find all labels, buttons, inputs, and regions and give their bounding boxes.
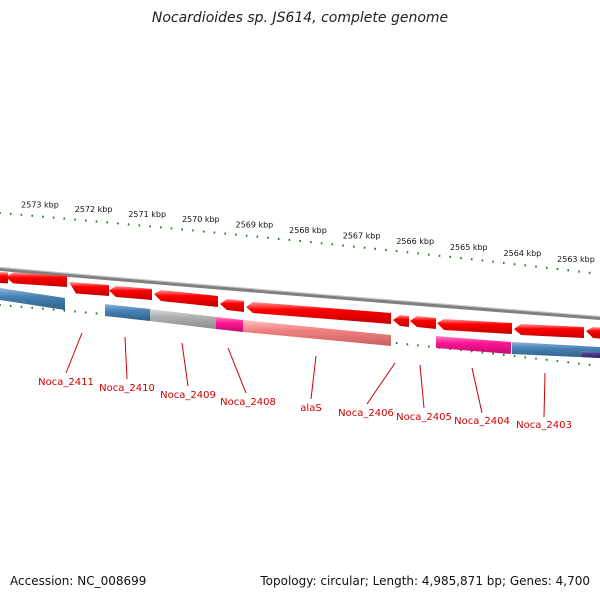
leader-line xyxy=(65,332,83,374)
scale-label: 2563 kbp xyxy=(557,255,595,264)
feature-block-magenta[interactable] xyxy=(436,336,511,354)
gene-arrow[interactable] xyxy=(69,282,109,296)
scale-labels: 2573 kbp 2572 kbp 2571 kbp 2570 kbp 2569 kbp… xyxy=(21,200,595,264)
gene-label-noca-2403[interactable]: Noca_2403 xyxy=(516,420,572,431)
leader-line xyxy=(310,355,317,400)
scale-label: 2569 kbp xyxy=(236,220,274,229)
scale-ticks xyxy=(0,212,591,274)
feature-block-pink[interactable] xyxy=(243,320,391,346)
gene-arrow[interactable] xyxy=(586,327,600,339)
gene-label-noca-2409[interactable]: Noca_2409 xyxy=(160,390,216,401)
leader-line xyxy=(419,364,425,409)
gene-label-noca-2411[interactable]: Noca_2411 xyxy=(38,377,94,388)
gene-label-noca-2408[interactable]: Noca_2408 xyxy=(220,397,276,408)
scale-label: 2568 kbp xyxy=(289,226,327,235)
genome-title: Nocardioides sp. JS614, complete genome xyxy=(151,10,449,26)
gene-label-noca-2405[interactable]: Noca_2405 xyxy=(396,412,452,423)
leader-line xyxy=(543,372,546,418)
leader-line xyxy=(366,362,396,405)
label-leader-lines xyxy=(65,332,546,418)
gene-label-noca-2404[interactable]: Noca_2404 xyxy=(454,416,510,427)
gene-label-alas[interactable]: alaS xyxy=(300,403,321,414)
forward-strand-genes xyxy=(0,272,600,339)
scale-label: 2570 kbp xyxy=(182,215,220,224)
scale-label: 2567 kbp xyxy=(343,231,381,240)
leader-line xyxy=(471,367,483,414)
scale-label: 2571 kbp xyxy=(128,210,166,219)
gene-arrow[interactable] xyxy=(220,299,244,312)
gene-arrow[interactable] xyxy=(109,286,152,300)
gene-label-noca-2410[interactable]: Noca_2410 xyxy=(99,383,155,394)
scale-label: 2573 kbp xyxy=(21,200,59,209)
accession-text: Accession: NC_008699 xyxy=(10,574,147,588)
feature-block-navy[interactable] xyxy=(582,351,600,358)
feature-block-blue[interactable] xyxy=(0,288,65,310)
feature-track xyxy=(0,288,600,358)
leader-line xyxy=(181,342,189,387)
scale-label: 2564 kbp xyxy=(504,249,542,258)
gene-label-noca-2406[interactable]: Noca_2406 xyxy=(338,408,394,419)
feature-block-blue[interactable] xyxy=(512,342,600,358)
gene-arrow[interactable] xyxy=(410,316,436,329)
gene-arrow[interactable] xyxy=(393,315,409,327)
feature-block-blue[interactable] xyxy=(105,304,150,321)
feature-block-grey[interactable] xyxy=(150,309,216,329)
gene-arrow[interactable] xyxy=(514,324,584,338)
gene-arrow[interactable] xyxy=(154,290,218,307)
gene-arrow[interactable] xyxy=(437,319,512,334)
leader-line xyxy=(227,347,247,394)
gene-arrow[interactable] xyxy=(6,272,67,287)
gene-arrow[interactable] xyxy=(0,272,8,284)
scale-label: 2565 kbp xyxy=(450,243,488,252)
genome-backbone-highlight xyxy=(0,267,600,317)
scale-label: 2566 kbp xyxy=(396,237,434,246)
scale-label: 2572 kbp xyxy=(75,205,113,214)
gene-labels: Noca_2411 Noca_2410 Noca_2409 Noca_2408 … xyxy=(38,377,572,431)
genome-summary-text: Topology: circular; Length: 4,985,871 bp… xyxy=(260,574,590,588)
genome-backbone xyxy=(0,267,600,320)
feature-block-magenta[interactable] xyxy=(216,317,243,332)
leader-line xyxy=(124,336,128,380)
gene-arrow[interactable] xyxy=(246,302,391,324)
